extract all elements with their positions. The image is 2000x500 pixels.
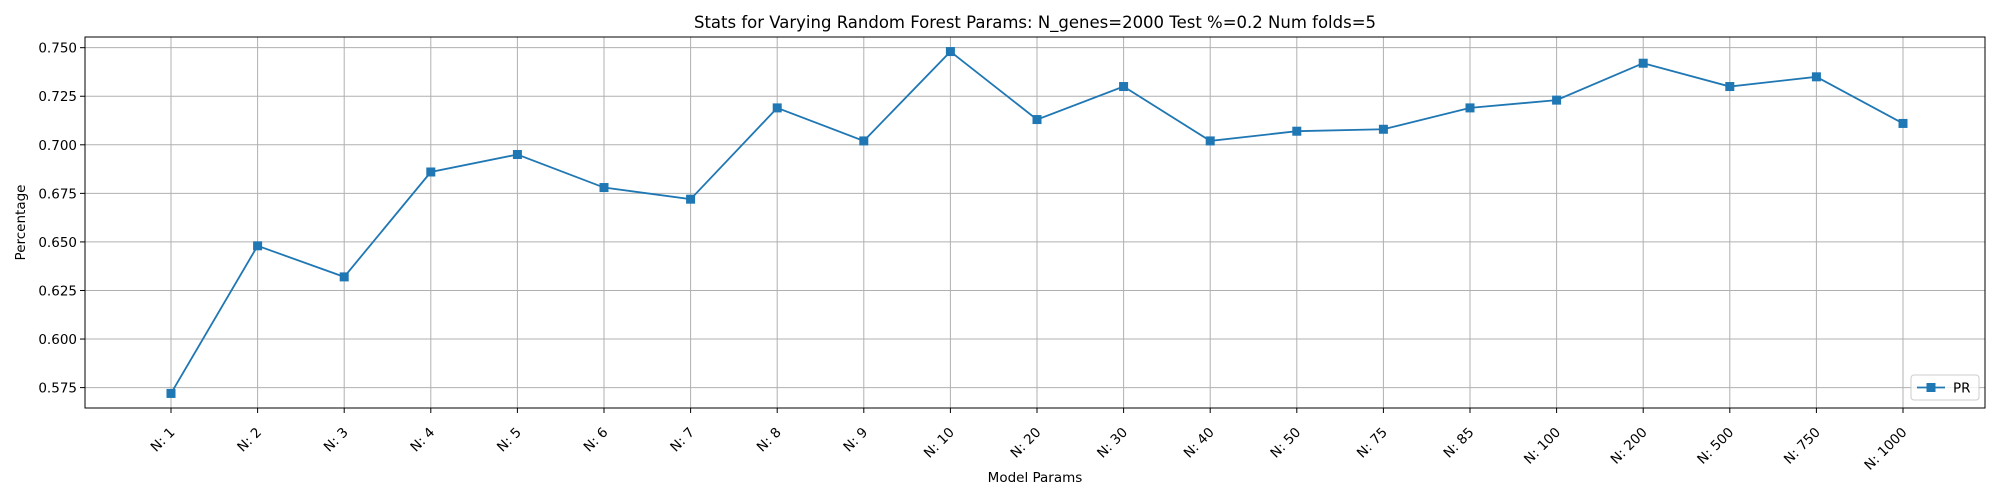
y-tick-label: 0.650 (38, 235, 77, 251)
data-point-marker (1465, 103, 1475, 113)
legend: PR (1910, 374, 1980, 401)
data-point-marker (686, 194, 696, 204)
data-point-marker (859, 136, 869, 146)
data-point-marker (1378, 124, 1388, 134)
data-point-marker (1032, 115, 1042, 125)
data-point-marker (512, 150, 522, 160)
legend-label-pr: PR (1953, 381, 1971, 397)
y-tick-label: 0.700 (38, 138, 77, 154)
data-point-marker (1205, 136, 1215, 146)
x-axis-label: Model Params (988, 470, 1083, 486)
data-point-marker (1292, 126, 1302, 136)
plot-area-frame (84, 36, 1986, 409)
y-tick-label: 0.750 (38, 41, 77, 57)
data-point-marker (1119, 82, 1129, 92)
data-point-marker (599, 183, 609, 193)
legend-marker-swatch (1926, 383, 1936, 392)
y-tick-label: 0.725 (38, 89, 77, 105)
data-point-marker (772, 103, 782, 113)
data-point-marker (166, 388, 176, 398)
data-point-marker (1725, 82, 1735, 92)
data-point-marker (1638, 58, 1648, 68)
chart-title: Stats for Varying Random Forest Params: … (694, 13, 1376, 33)
data-point-marker (253, 241, 263, 251)
data-point-marker (1898, 118, 1908, 128)
data-point-marker (1811, 72, 1821, 82)
y-axis-label: Percentage (13, 185, 29, 261)
series-layer (166, 47, 1908, 398)
data-point-marker (339, 272, 349, 282)
y-tick-label: 0.575 (38, 381, 77, 397)
y-tick-label: 0.625 (38, 283, 77, 299)
grid-layer (85, 37, 1985, 408)
y-tick-label: 0.600 (38, 332, 77, 348)
y-tick-label: 0.675 (38, 186, 77, 202)
data-point-marker (1552, 95, 1562, 105)
y-axis-ticks: 0.575 0.600 0.625 0.650 0.675 0.700 0.725 0.750 (38, 41, 85, 397)
data-point-marker (945, 47, 955, 57)
data-point-marker (426, 167, 436, 177)
